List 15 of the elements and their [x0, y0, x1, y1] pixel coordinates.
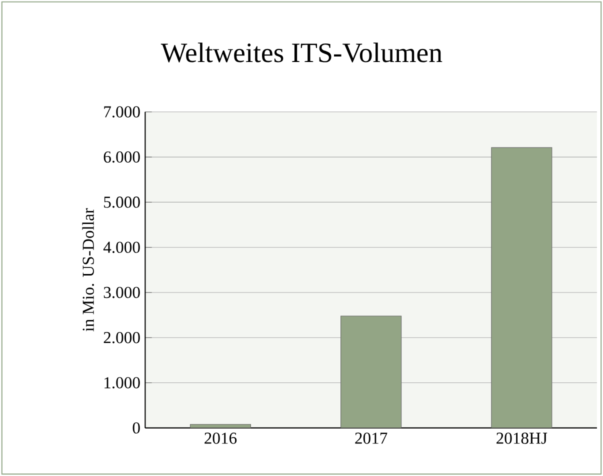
y-tick-label: 5.000 — [104, 196, 140, 208]
bar — [340, 316, 402, 428]
y-tick-label: 2.000 — [104, 332, 140, 344]
y-tick-label: 6.000 — [104, 151, 140, 163]
y-tick-label: 7.000 — [104, 106, 140, 118]
y-tick-label: 0 — [132, 422, 140, 434]
y-tick-label: 1.000 — [104, 377, 140, 388]
y-tick-label: 4.000 — [103, 242, 140, 253]
chart-title: Weltweites ITS-Volumen — [160, 42, 442, 62]
y-axis-title: in Mio. US-Dollar — [82, 208, 94, 332]
y-tick-label: 3.000 — [104, 286, 140, 298]
x-tick-label: 2017 — [355, 432, 388, 444]
bar — [491, 147, 552, 428]
x-tick-label: 2018HJ — [496, 432, 548, 444]
x-tick-label: 2016 — [204, 432, 237, 444]
